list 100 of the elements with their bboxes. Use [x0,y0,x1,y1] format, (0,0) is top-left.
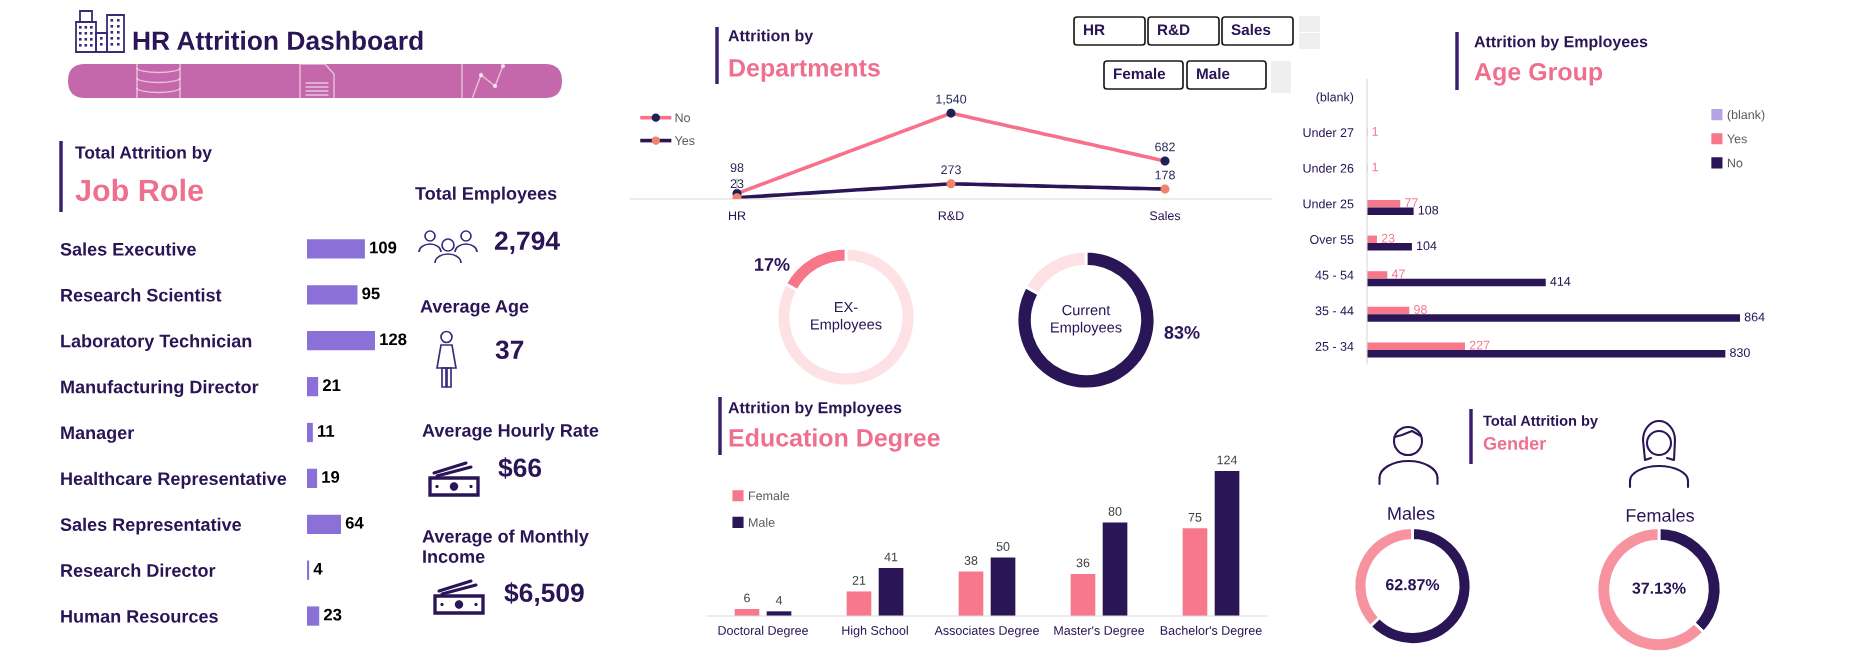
data-label: 273 [941,165,961,175]
data-label: 64 [345,516,364,529]
x-tick-label: HR [729,211,746,220]
text: Total Attrition by [1483,415,1598,429]
data-label: 104 [1417,241,1437,251]
legend-label: Yes [674,136,695,146]
text: $66 [498,457,542,479]
text: Average Hourly Rate [422,423,599,441]
text: 2,794 [494,231,560,254]
y-tick-label: Under 26 [1303,163,1354,173]
data-label: 23 [730,179,744,189]
data-label: 1,540 [936,94,967,106]
data-label: 83% [1164,326,1200,339]
data-label: 414 [1550,277,1571,286]
data-label: 4 [775,595,783,605]
chart-subtitle: Age Group [1474,62,1603,86]
data-label: 682 [1155,142,1175,152]
chart-subtitle: Departments [729,59,880,82]
legend-label: No [675,113,691,123]
data-label: 4 [313,563,323,575]
data-label: 227 [1469,340,1490,350]
x-tick-label: Bachelor's Degree [1160,625,1262,638]
data-label: 23 [1381,233,1395,243]
y-tick-label: Sales Executive [60,242,196,256]
text: $6,509 [504,582,584,606]
y-tick-label: Research Director [61,563,216,577]
y-tick-label: Research Scientist [61,288,222,302]
chart-title: Attrition by Employees [728,401,902,417]
data-label: 17% [755,258,790,271]
data-label: 128 [380,333,407,346]
data-label: 830 [1730,348,1750,358]
x-tick-label: Sales [1149,210,1181,221]
y-tick-label: Over 55 [1310,235,1354,244]
y-tick-label: 45 - 54 [1315,270,1354,280]
data-label: 98 [730,163,744,173]
data-label: 6 [744,593,750,603]
data-label: 178 [1155,170,1175,180]
chart-subtitle: Education Degree [729,428,940,452]
data-label: 124 [1217,455,1238,465]
chart-title: Females [1626,508,1694,522]
chart-title: Males [1388,506,1435,520]
chart-title: Attrition by Employees [1474,35,1648,51]
y-tick-label: Human Resources [61,610,218,623]
chart-title: Attrition by [728,29,814,45]
x-tick-label: Associates Degree [934,625,1039,638]
data-label: 21 [852,575,866,585]
data-label: 62.87% [1386,578,1440,591]
data-label: 23 [323,608,342,621]
y-tick-label: Under 27 [1303,127,1354,138]
text: EX- Employees [811,302,882,333]
x-tick-label: R&D [938,211,964,221]
text: Average of Monthly Income [422,529,589,563]
y-tick-label: Manager [61,426,134,443]
data-label: 21 [322,379,341,391]
y-tick-label: (blank) [1316,92,1354,104]
data-label: 11 [318,425,335,437]
legend-label: Yes [1727,134,1747,144]
text: R&D [1158,24,1190,36]
data-label: 75 [1188,512,1202,522]
y-tick-label: Manufacturing Director [61,380,259,397]
text: 37 [495,340,524,360]
y-tick-label: 25 - 34 [1315,341,1354,351]
data-label: 98 [1414,305,1427,314]
text: Current Employees [1051,304,1122,336]
y-tick-label: Laboratory Technician [61,334,252,352]
data-label: 77 [1405,198,1418,207]
y-tick-label: Sales Representative [60,517,242,535]
text: Average Age [420,300,529,317]
text: Total Attrition by [75,145,212,163]
x-tick-label: Master's Degree [1054,626,1145,638]
legend-label: (blank) [1727,109,1765,122]
data-label: 38 [964,556,978,565]
text: Female [1114,67,1166,80]
y-tick-label: Under 25 [1303,199,1354,209]
text: Sales [1231,23,1271,36]
legend-label: No [1727,158,1743,168]
data-label: 50 [996,542,1010,551]
data-label: 864 [1744,312,1765,322]
data-label: 95 [362,287,380,300]
y-tick-label: 35 - 44 [1315,306,1354,316]
data-label: 47 [1391,269,1405,279]
text: Total Employees [415,186,557,204]
data-label: 1 [1372,127,1378,136]
data-label: 36 [1076,558,1090,568]
data-label: 80 [1108,506,1122,516]
legend-label: Male [749,517,775,527]
legend-label: Female [749,491,790,501]
text: HR [1084,24,1105,35]
x-tick-label: High School [842,625,908,638]
text: Male [1197,67,1230,80]
data-label: 19 [322,471,340,483]
data-label: 1 [1372,162,1378,172]
data-label: 108 [1418,205,1439,215]
chart-subtitle: Job Role [75,178,203,202]
data-label: 41 [884,552,898,562]
data-label: 109 [370,241,397,254]
x-tick-label: Doctoral Degree [718,625,808,638]
y-tick-label: Healthcare Representative [61,471,287,489]
text: HR Attrition Dashboard [133,30,423,51]
text: Gender [1483,436,1546,450]
